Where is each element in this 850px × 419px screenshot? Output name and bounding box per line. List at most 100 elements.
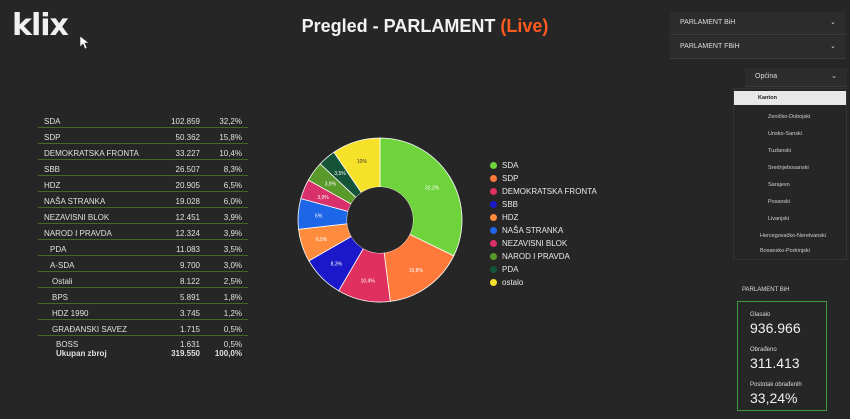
stat-value: 311.413	[750, 355, 800, 371]
stat-label: Postotak obrađenih	[750, 382, 802, 388]
opcina-option[interactable]: Bosansko-Podrinjski	[760, 248, 810, 254]
party-votes: 1.631	[179, 340, 200, 349]
slice-label: 8,3%	[331, 261, 343, 267]
donut-hole	[347, 187, 413, 253]
party-votes: 12.451	[175, 213, 200, 222]
party-name: GRAĐANSKI SAVEZ	[52, 325, 127, 334]
slice-label: 10,4%	[361, 278, 376, 284]
page-title: Pregled - PARLAMENT (Live)	[0, 16, 850, 37]
party-name: SDA	[44, 117, 61, 126]
slice-label: 15,8%	[409, 268, 424, 274]
party-votes: 9.700	[179, 261, 200, 270]
legend-label: PDA	[502, 265, 519, 274]
legend-swatch	[490, 214, 497, 221]
party-pct: 3,9%	[223, 213, 242, 222]
table-row: NAŠA STRANKA 19.028 6,0%	[38, 194, 248, 208]
title-main: Pregled - PARLAMENT	[301, 16, 501, 36]
party-pct: 1,8%	[223, 293, 242, 302]
party-votes: 102.859	[171, 117, 200, 126]
party-pct: 10,4%	[219, 149, 242, 158]
party-votes: 20.905	[175, 181, 200, 190]
title-live: (Live)	[500, 16, 549, 36]
legend-label: ostalo	[502, 278, 524, 287]
legend-swatch	[490, 227, 497, 234]
legend-label: NEZAVISNI BLOK	[502, 239, 568, 248]
table-row: DEMOKRATSKA FRONTA 33.227 10,4%	[38, 146, 248, 160]
legend-swatch	[490, 175, 497, 182]
party-votes: 33.227	[175, 149, 200, 158]
dropdown-label: Općina	[755, 73, 778, 80]
legend-label: SDA	[502, 161, 519, 170]
party-pct: 3,9%	[223, 229, 242, 238]
legend-swatch	[490, 253, 497, 260]
klix-logo[interactable]: klix	[12, 8, 69, 43]
opcina-option[interactable]: Hercegovačko-Neretvanski	[760, 233, 827, 239]
opcina-option[interactable]: Srednjebosanski	[768, 165, 809, 171]
slice-label: 10%	[357, 159, 368, 165]
party-name: HDZ 1990	[52, 309, 89, 318]
legend-label: HDZ	[502, 213, 519, 222]
party-name: SBB	[44, 165, 61, 174]
table-row: SDP 50.362 15,8%	[38, 130, 248, 144]
party-votes: 12.324	[175, 229, 200, 238]
party-name: DEMOKRATSKA FRONTA	[44, 149, 139, 158]
party-pct: 3,0%	[223, 261, 242, 270]
party-name: NEZAVISNI BLOK	[44, 213, 110, 222]
party-name: PDA	[50, 245, 67, 254]
party-votes: 5.891	[179, 293, 200, 302]
opcina-options-list: Kanton Zeničko-Dobojski Unsko-Sanski Tuz…	[733, 88, 847, 260]
party-name: A-SDA	[50, 261, 75, 270]
party-votes: 26.507	[175, 165, 200, 174]
opcina-option[interactable]: Posavski	[768, 199, 791, 205]
party-votes: 11.083	[176, 245, 200, 254]
legend-swatch	[490, 266, 497, 273]
party-pct: 0,5%	[223, 325, 242, 334]
party-name: NAŠA STRANKA	[44, 197, 106, 206]
party-pct: 8,3%	[223, 165, 242, 174]
opcina-dropdown[interactable]: Općina ⌄	[745, 68, 847, 87]
stats-panel: Glasalo 936.966 Obrađeno 311.413 Postota…	[737, 301, 827, 411]
legend-label: SDP	[502, 174, 519, 183]
party-name: BPS	[52, 293, 69, 302]
party-name: SDP	[44, 133, 61, 142]
opcina-option[interactable]: Zeničko-Dobojski	[768, 114, 811, 120]
table-row: Ostali 8.122 2,5%	[38, 274, 248, 288]
slice-label: 6%	[315, 213, 323, 219]
party-name: Ostali	[52, 277, 73, 286]
opcina-option[interactable]: Sarajevo	[768, 182, 790, 188]
donut-slice[interactable]	[333, 137, 381, 194]
party-name: BOSS	[56, 340, 79, 349]
mouse-cursor-icon	[80, 36, 90, 50]
total-votes: 319.550	[171, 349, 200, 358]
stats-heading: PARLAMENT BiH	[742, 287, 790, 293]
legend-label: SBB	[502, 200, 519, 209]
legend-label: NAŠA STRANKA	[502, 226, 564, 235]
slice-label: 32,2%	[425, 185, 440, 191]
table-total-row: Ukupan zbroj 319.550 100,0%	[38, 346, 248, 360]
legend-label: DEMOKRATSKA FRONTA	[502, 187, 597, 196]
opcina-option[interactable]: Kanton	[734, 91, 846, 105]
legend-swatch	[490, 201, 497, 208]
slice-label: 3,9%	[317, 195, 329, 201]
party-donut-chart: 32,2% 15,8% 10,4% 8,3% 6,5% 6% 3,9% 3,9% 3,5% 10%	[297, 137, 463, 303]
table-row: SBB 26.507 8,3%	[38, 162, 248, 176]
parlament-fbih-dropdown[interactable]: PARLAMENT FBiH ⌄	[670, 36, 846, 59]
party-pct: 0,5%	[223, 340, 242, 349]
parlament-bih-dropdown[interactable]: PARLAMENT BiH ⌄	[670, 12, 846, 35]
table-row: A-SDA 9.700 3,0%	[38, 258, 248, 272]
opcina-option[interactable]: Livanjski	[768, 216, 790, 222]
party-pct: 2,5%	[223, 277, 242, 286]
party-pct: 6,5%	[223, 181, 242, 190]
opcina-option[interactable]: Unsko-Sanski	[768, 131, 802, 137]
table-row: NAROD I PRAVDA 12.324 3,9%	[38, 226, 248, 240]
dropdown-label: PARLAMENT FBiH	[680, 43, 740, 50]
table-row: HDZ 1990 3.745 1,2%	[38, 306, 248, 320]
dropdown-label: PARLAMENT BiH	[680, 19, 736, 26]
party-pct: 6,0%	[223, 197, 242, 206]
stat-value: 936.966	[750, 320, 801, 336]
legend-swatch	[490, 279, 497, 286]
opcina-option[interactable]: Tuzlanski	[768, 148, 792, 154]
party-name: HDZ	[44, 181, 61, 190]
table-row: HDZ 20.905 6,5%	[38, 178, 248, 192]
legend-swatch	[490, 162, 497, 169]
